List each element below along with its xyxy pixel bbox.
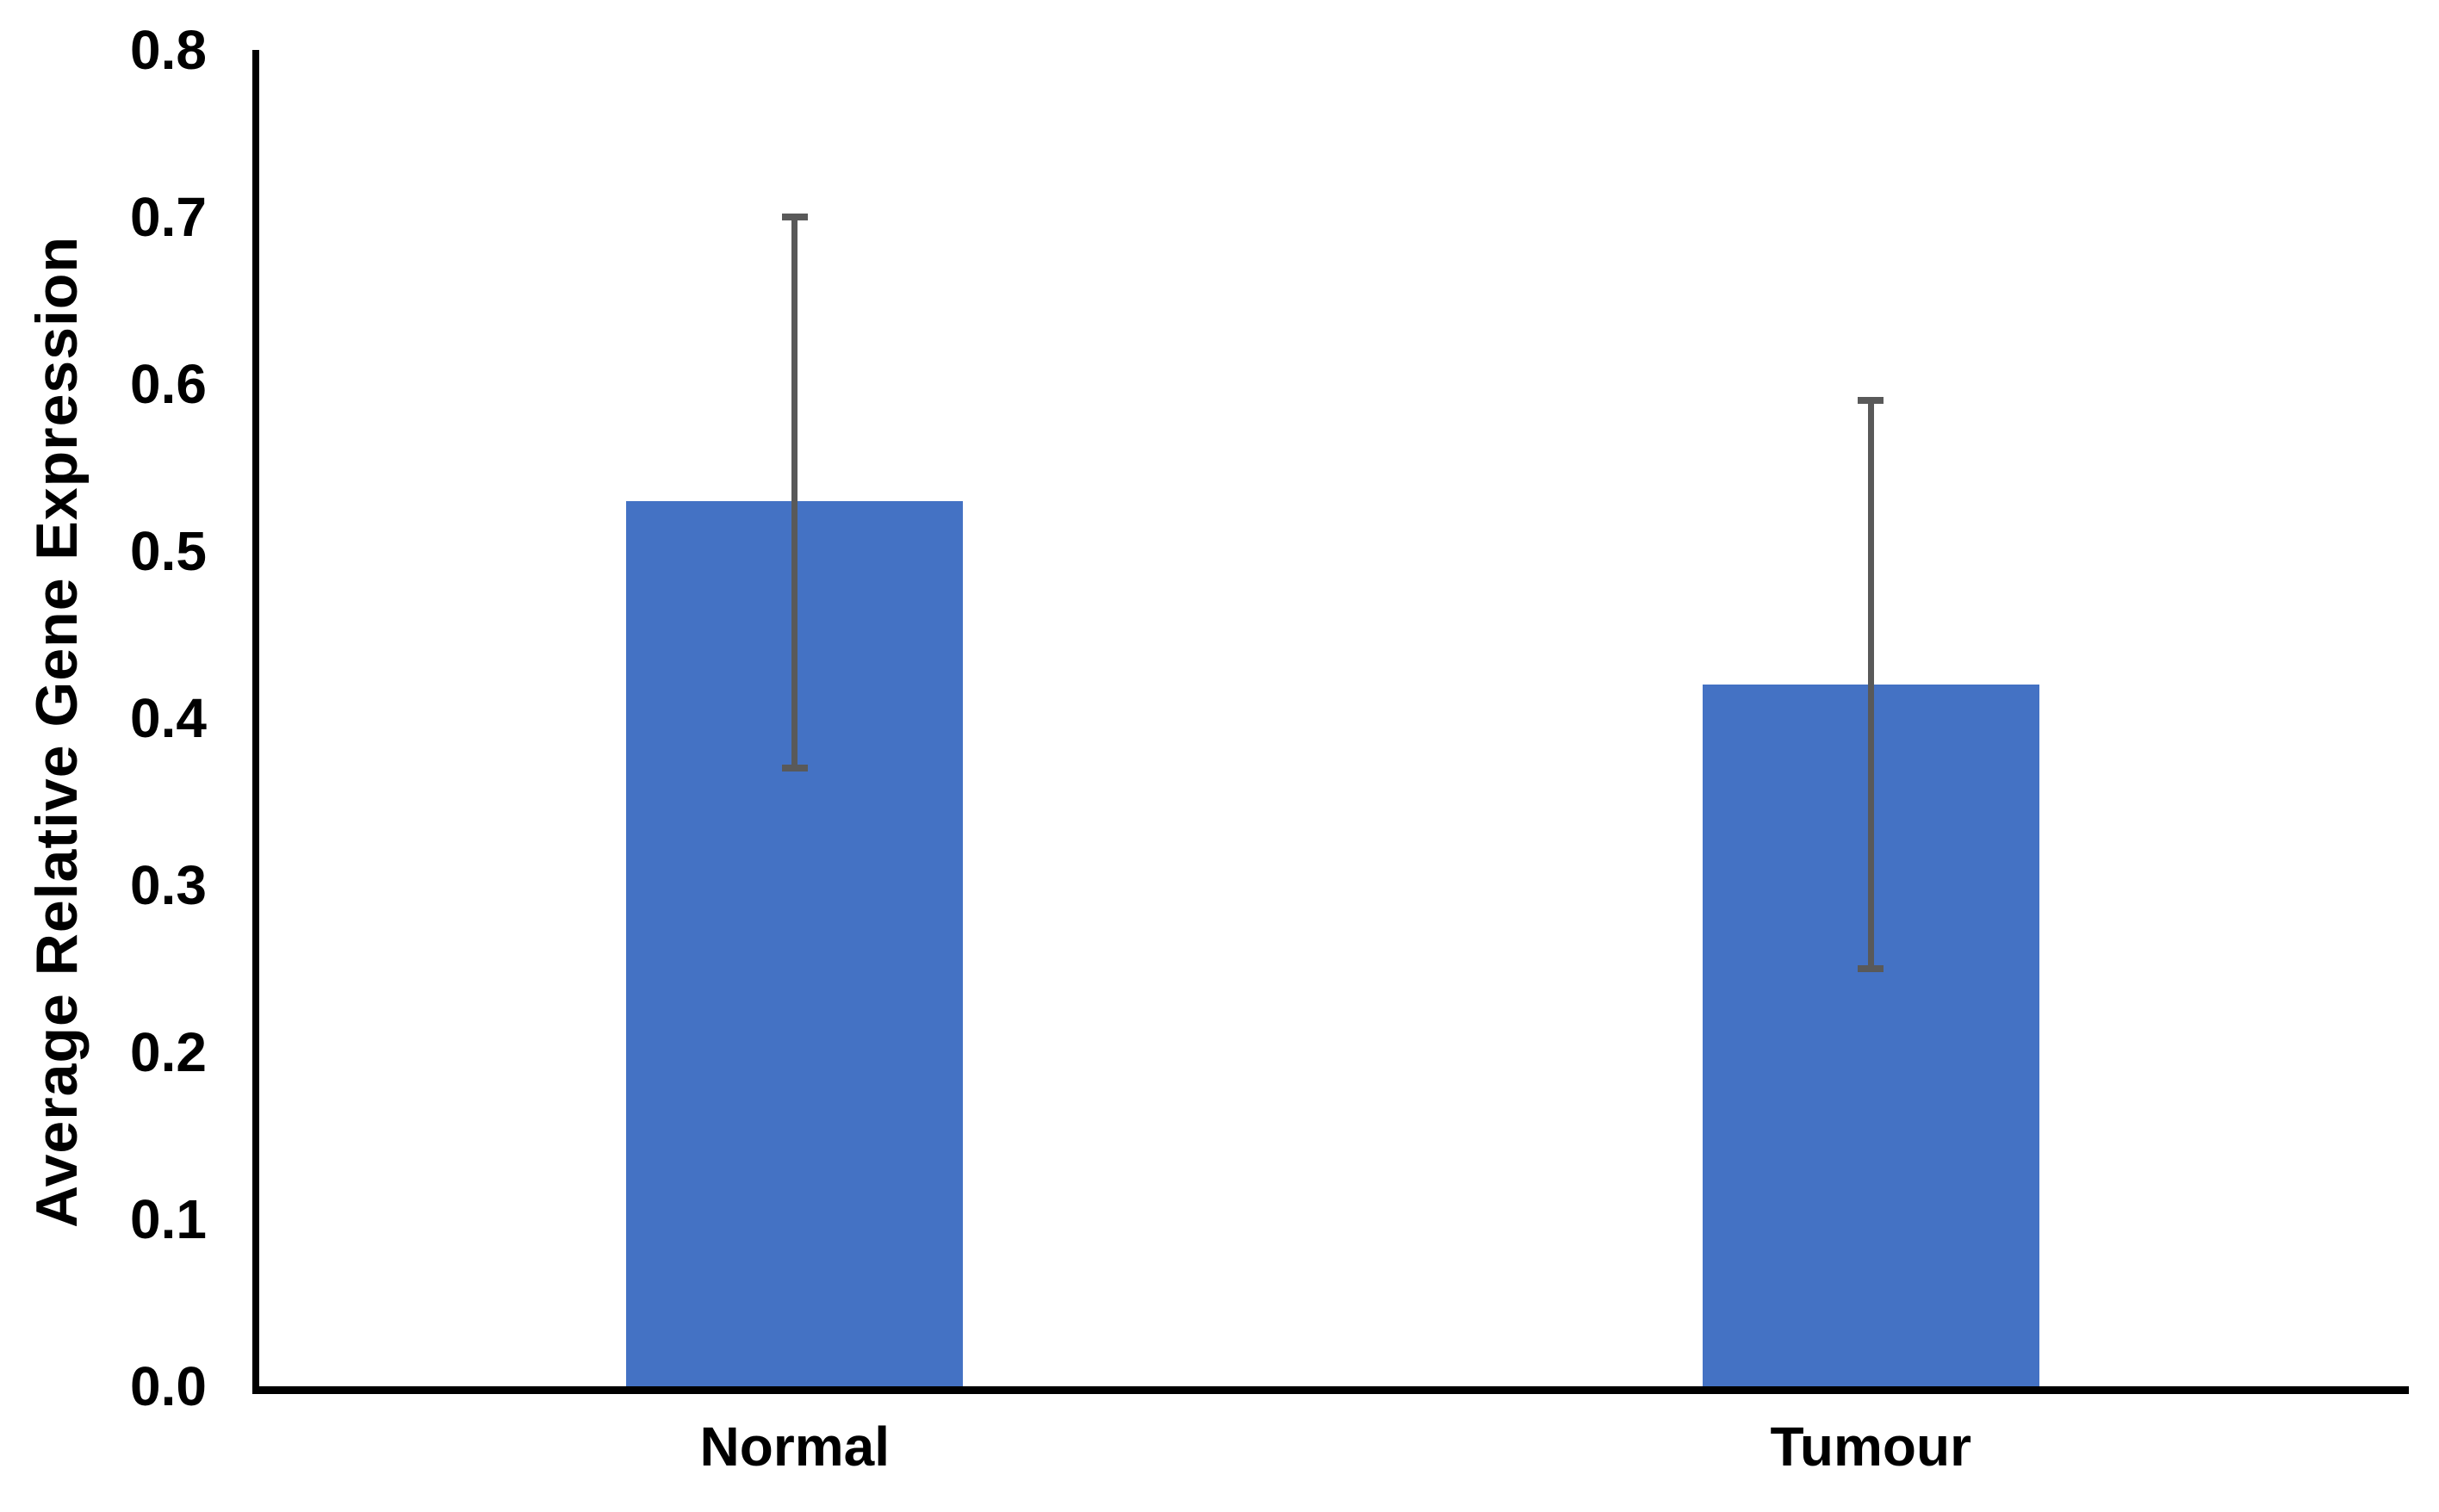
x-category-label-normal: Normal [699, 1416, 891, 1478]
error-bar-bottom-cap-normal [781, 765, 808, 772]
y-tick-label-0.0: 0.0 [130, 1355, 207, 1417]
x-category-label-tumour: Tumour [1770, 1416, 1971, 1478]
y-tick-label-0.3: 0.3 [130, 854, 207, 916]
y-tick-label-0.4: 0.4 [130, 687, 207, 749]
x-axis-line [252, 1386, 2409, 1394]
error-bar-line-tumour [1867, 400, 1874, 969]
y-tick-label-0.7: 0.7 [130, 186, 207, 248]
error-bar-top-cap-normal [781, 214, 808, 220]
y-axis-line [252, 50, 259, 1394]
y-tick-label-0.6: 0.6 [130, 353, 207, 415]
y-tick-label-0.5: 0.5 [130, 520, 207, 582]
y-tick-label-0.2: 0.2 [130, 1021, 207, 1083]
error-bar-line-normal [791, 217, 798, 769]
error-bar-bottom-cap-tumour [1858, 965, 1884, 972]
y-tick-label-0.8: 0.8 [130, 19, 207, 81]
error-bar-top-cap-tumour [1858, 397, 1884, 405]
y-tick-label-0.1: 0.1 [130, 1188, 207, 1250]
